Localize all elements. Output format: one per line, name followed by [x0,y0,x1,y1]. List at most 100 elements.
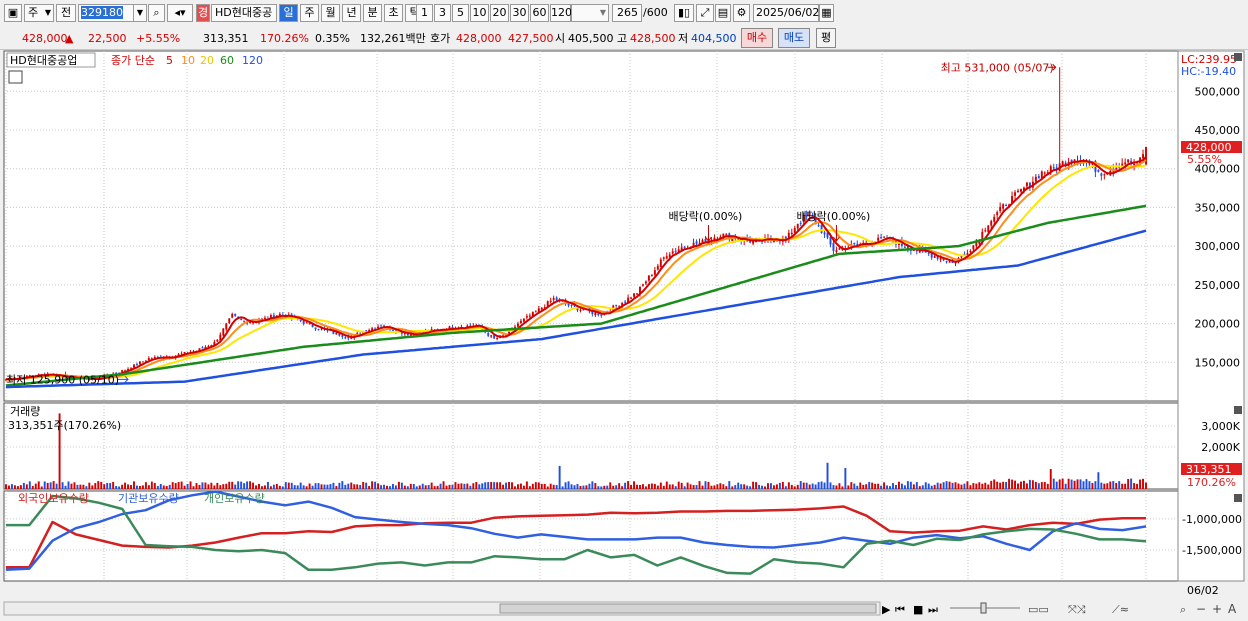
layout-icon[interactable]: ▣ [4,4,22,22]
candle-body [115,372,118,374]
interval-tab-5[interactable]: 5 [452,4,469,22]
eval-button[interactable]: 평 [816,28,836,48]
period-type-select[interactable]: 주 ▼ [24,4,54,22]
price-pane-close-icon[interactable] [1234,53,1242,61]
candle-body [1002,204,1005,209]
font-size-icon[interactable]: A [1228,602,1237,616]
trend-icon[interactable]: ⟋≈ [1112,603,1129,616]
buy-button[interactable]: 매수 [741,28,773,48]
period-tab-0[interactable]: 일 [279,4,298,22]
volume-bar [511,482,513,489]
candle-body [308,323,311,325]
volume-bar [1025,483,1028,489]
candle-body [1070,159,1073,163]
volume-bar [820,481,823,489]
volume-bar [555,485,558,489]
candle-body [531,311,534,317]
custom-interval-select[interactable]: ▼ [571,4,609,22]
volume-bar [314,483,317,489]
date-input[interactable]: 2025/06/02 [753,4,819,22]
right-axis-date: 06/02 [1187,584,1219,597]
candle-body [183,351,186,355]
interval-tab-30[interactable]: 30 [510,4,529,22]
volume-bar [829,482,832,489]
candle-body [793,228,796,233]
code-input[interactable]: 329180 [78,4,134,22]
gear-icon[interactable]: ⚙ [733,4,750,22]
volume-bar [865,484,868,489]
scroll-right-icon[interactable]: ▶ [882,603,891,616]
crosshair-icon[interactable]: ⤧⤨ [1068,603,1086,616]
period-tab-2[interactable]: 월 [321,4,340,22]
period-tab-3[interactable]: 년 [342,4,361,22]
volume-bar [136,485,138,489]
candle-body [537,308,540,313]
zoom-minus-icon[interactable]: − [1196,602,1206,616]
candle-body [150,358,153,360]
interval-tab-10[interactable]: 10 [470,4,489,22]
candle-body [243,320,246,322]
period-tab-5[interactable]: 초 [384,4,403,22]
interval-tab-1[interactable]: 1 [416,4,433,22]
sell-button[interactable]: 매도 [778,28,810,48]
volume-bar [329,484,332,489]
scrollbar-thumb[interactable] [499,603,877,614]
interval-tab-60[interactable]: 60 [530,4,549,22]
period-tab-1[interactable]: 주 [300,4,319,22]
candle-body [1118,167,1121,169]
zoom-slider-handle[interactable] [980,602,987,614]
volume-bar [231,481,234,489]
volume-bar [64,485,67,489]
save-icon[interactable]: ▤ [715,4,731,22]
investor-line-2 [6,494,1147,575]
volume-bar [180,481,183,489]
count-input[interactable]: 265 [612,4,642,22]
volume-bar [576,484,579,489]
investor-pane-close-icon[interactable] [1234,494,1242,502]
calendar-icon[interactable]: ▦ [819,4,834,22]
volume-bar [213,485,216,489]
interval-tab-20[interactable]: 20 [490,4,509,22]
candle-body [772,240,775,242]
volume-bar [630,484,633,489]
range-mode-button[interactable]: 전 [56,4,76,22]
code-dropdown-chevron-icon[interactable]: ▼ [133,4,147,22]
volume-bar [100,481,103,489]
volume-bar [67,481,70,489]
rewind-icon[interactable]: ⏮ [895,603,905,616]
volume-bar [805,482,808,489]
volume-bar [585,485,588,489]
volume-bar [362,481,365,489]
zoom-plus-icon[interactable]: + [1212,602,1222,616]
volume-bar [725,486,728,489]
search-icon[interactable]: ⌕ [148,4,165,22]
volume-bar [636,484,638,489]
stop-icon[interactable]: ■ [913,603,923,616]
current-price: 428,000 [22,32,68,45]
fast-forward-icon[interactable]: ⏭ [928,603,938,616]
volume-bar [746,485,749,489]
candle-body [528,315,531,317]
volume-bar [758,484,761,489]
interval-tab-120[interactable]: 120 [550,4,572,22]
zoom-out-search-icon[interactable]: ⌕ [1180,603,1186,616]
volume-bar [427,485,430,489]
volume-pane-close-icon[interactable] [1234,406,1242,414]
candle-type-icon[interactable]: ▮▯ [674,4,694,22]
institution-legend: 기관보유수량 [118,492,179,505]
candle-body [579,309,582,311]
candle-body [380,325,383,327]
draw-tool-icon[interactable]: ⤢ [696,4,714,22]
table-toggle-icon[interactable] [8,70,23,84]
volume-bar [127,484,130,489]
volume-bar [814,484,817,489]
speaker-icon[interactable]: ◂▾ [167,4,193,22]
interval-tab-3[interactable]: 3 [434,4,451,22]
candle-body [647,275,650,281]
volume-bar [719,483,722,489]
volume-bar [1145,482,1147,489]
volume-bar [353,484,356,489]
volume-bar [344,484,347,489]
window-icon[interactable]: ▭▭ [1028,603,1049,616]
period-tab-4[interactable]: 분 [363,4,382,22]
